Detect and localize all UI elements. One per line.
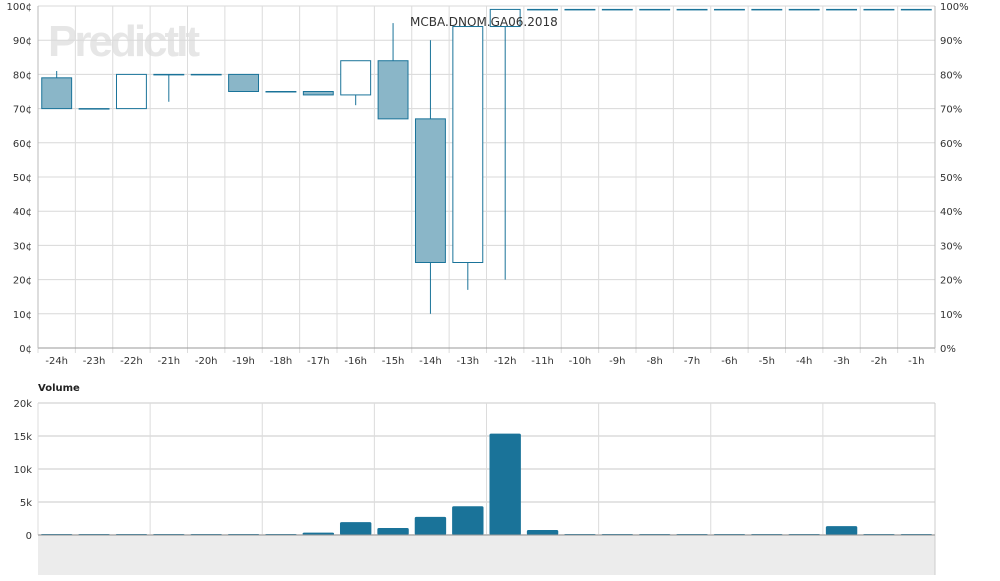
candle-body (153, 73, 185, 76)
x-tick-label: -16h (344, 356, 367, 367)
volume-bar (489, 433, 521, 535)
candle-body (676, 8, 708, 11)
x-tick-label: -20h (195, 356, 218, 367)
candle-body (228, 73, 260, 93)
candle-body (900, 8, 932, 11)
volume-bar (414, 516, 447, 535)
candle-body (340, 60, 372, 96)
predictit-watermark-logo: PredictIt (48, 17, 200, 66)
candle-body (788, 8, 820, 11)
candle-body (265, 91, 297, 93)
y-tick-label-right: 50% (940, 173, 962, 184)
y-tick-label-right: 0% (940, 344, 956, 355)
y-tick-label-right: 100% (940, 2, 969, 13)
candle-body (377, 60, 409, 120)
candle-body (601, 8, 633, 11)
x-tick-label: -14h (419, 356, 442, 367)
chart-title: MCBA.DNOM.GA06.2018 (410, 15, 558, 29)
volume-label: Volume (38, 383, 80, 394)
x-tick-label: -11h (531, 356, 554, 367)
y-tick-label-left: 100¢ (7, 2, 32, 13)
x-tick-label: -8h (647, 356, 663, 367)
y-tick-label-right: 40% (940, 207, 962, 218)
y-tick-label-left: 20¢ (13, 276, 32, 287)
volume-y-tick-label: 5k (20, 498, 32, 509)
volume-y-tick-label: 15k (13, 432, 32, 443)
x-tick-label: -5h (759, 356, 775, 367)
volume-bar (452, 506, 484, 535)
candle-body (414, 118, 446, 263)
y-tick-label-right: 90% (940, 36, 962, 47)
x-tick-label: -1h (908, 356, 924, 367)
y-tick-label-left: 60¢ (13, 139, 32, 150)
volume-y-tick-label: 20k (13, 399, 32, 410)
x-tick-label: -2h (871, 356, 887, 367)
candle-body (639, 8, 671, 11)
x-tick-label: -23h (83, 356, 106, 367)
candle-body (713, 8, 745, 11)
volume-bar (339, 522, 372, 535)
candle-body (452, 26, 484, 263)
volume-bar (825, 526, 858, 535)
y-tick-label-left: 10¢ (13, 310, 32, 321)
y-tick-label-left: 90¢ (13, 36, 32, 47)
x-tick-label: -18h (270, 356, 293, 367)
x-tick-label: -13h (456, 356, 479, 367)
y-tick-label-right: 30% (940, 241, 962, 252)
y-tick-label-left: 80¢ (13, 70, 32, 81)
x-tick-label: -21h (157, 356, 180, 367)
x-tick-label: -9h (609, 356, 625, 367)
volume-bar (377, 528, 409, 535)
candle-body (751, 8, 783, 11)
y-tick-label-left: 30¢ (13, 241, 32, 252)
y-tick-label-left: 50¢ (13, 173, 32, 184)
x-tick-label: -22h (120, 356, 143, 367)
x-tick-label: -4h (796, 356, 812, 367)
candle-body (302, 91, 334, 96)
candle-body (41, 77, 73, 110)
x-tick-label: -6h (721, 356, 737, 367)
y-tick-label-right: 20% (940, 276, 962, 287)
candle-body (78, 108, 110, 110)
y-tick-label-left: 0¢ (19, 344, 32, 355)
x-tick-label: -15h (382, 356, 405, 367)
x-tick-label: -3h (833, 356, 849, 367)
candle-body (863, 8, 895, 11)
x-tick-label: -10h (569, 356, 592, 367)
candle-body (115, 73, 147, 110)
y-tick-label-right: 10% (940, 310, 962, 321)
y-tick-label-right: 80% (940, 70, 962, 81)
y-tick-label-right: 70% (940, 105, 962, 116)
y-tick-label-left: 70¢ (13, 105, 32, 116)
candle-body (826, 8, 858, 11)
volume-y-tick-label: 10k (13, 465, 32, 476)
candle-body (527, 8, 559, 11)
candle-body (190, 73, 222, 76)
x-tick-label: -17h (307, 356, 330, 367)
x-tick-label: -24h (45, 356, 68, 367)
x-tick-label: -7h (684, 356, 700, 367)
volume-bar (302, 532, 335, 535)
volume-y-tick-label: 0 (26, 531, 32, 542)
volume-bar (526, 530, 559, 535)
x-tick-label: -19h (232, 356, 255, 367)
y-tick-label-right: 60% (940, 139, 962, 150)
candle-body (489, 8, 521, 28)
volume-navigator-area (38, 535, 935, 575)
y-tick-label-left: 40¢ (13, 207, 32, 218)
candle-body (564, 8, 596, 11)
x-tick-label: -12h (494, 356, 517, 367)
